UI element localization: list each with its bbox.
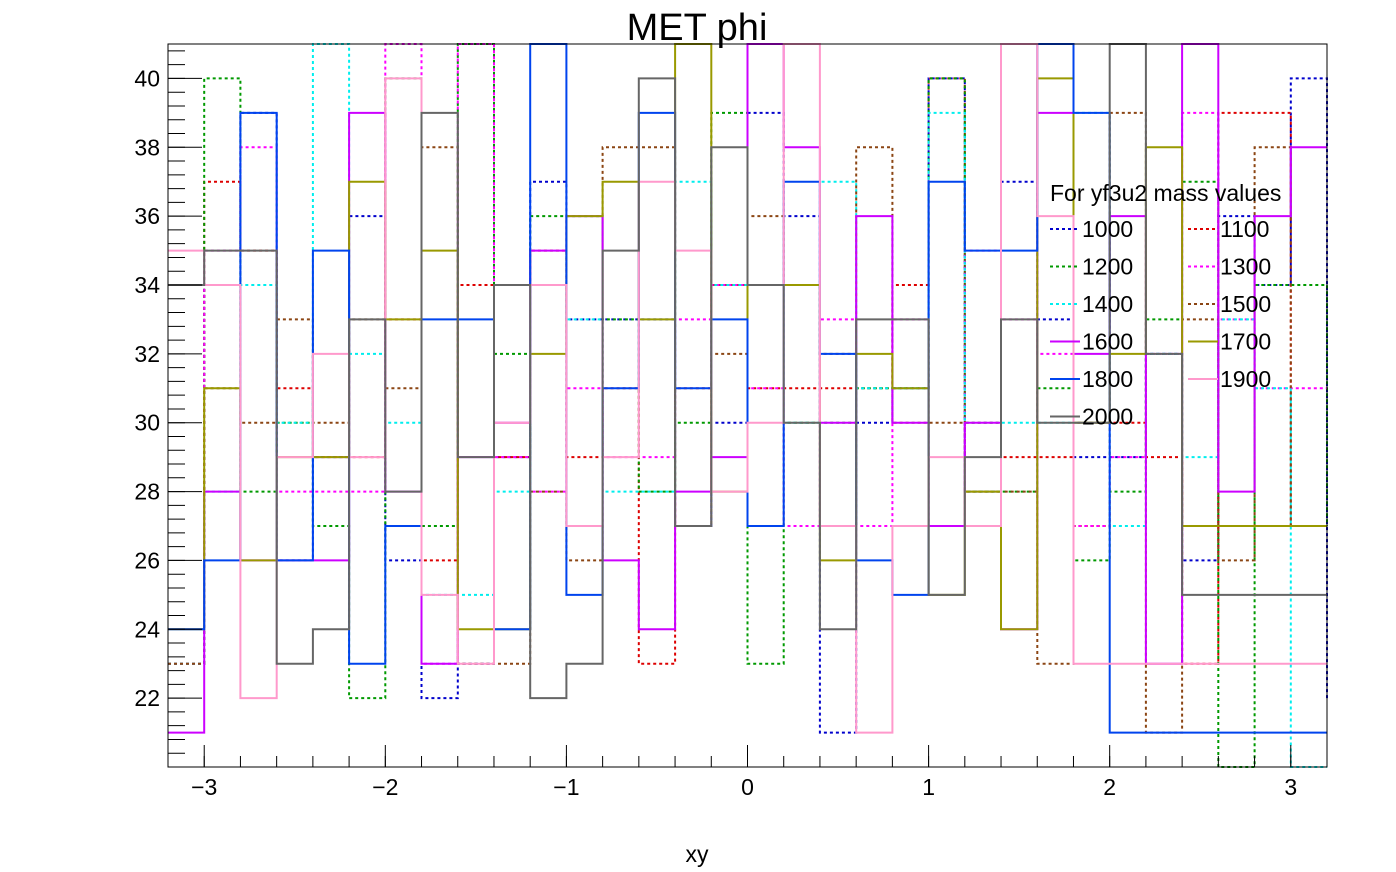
legend-label-1200: 1200 — [1082, 254, 1133, 280]
y-tick-label: 26 — [134, 547, 160, 573]
legend-label-1000: 1000 — [1082, 216, 1133, 242]
legend-label-1700: 1700 — [1220, 329, 1271, 355]
series-layer — [168, 43, 1328, 768]
legend-label-1900: 1900 — [1220, 366, 1271, 392]
x-tick-label: 0 — [741, 774, 754, 800]
x-tick-label: −3 — [191, 774, 217, 800]
chart-title: MET phi — [627, 7, 768, 49]
legend-label-1400: 1400 — [1082, 291, 1133, 317]
legend-label-1800: 1800 — [1082, 366, 1133, 392]
series-line-2000 — [168, 43, 1327, 700]
y-tick-label: 30 — [134, 410, 160, 436]
y-tick-label: 28 — [134, 479, 160, 505]
series-line-1300 — [168, 43, 1327, 665]
y-tick-label: 24 — [134, 616, 160, 642]
y-tick-label: 22 — [134, 685, 160, 711]
x-axis-label: xy — [686, 841, 710, 867]
y-tick-label: 36 — [134, 203, 160, 229]
legend-label-2000: 2000 — [1082, 404, 1133, 430]
x-tick-label: 2 — [1103, 774, 1116, 800]
x-tick-label: 1 — [922, 774, 935, 800]
y-tick-label: 38 — [134, 134, 160, 160]
axis-layer: −3 −2 −1 0 1 2 3 22 24 26 28 30 32 34 36 38 40 — [134, 50, 1328, 800]
x-tick-label: −1 — [553, 774, 579, 800]
y-tick-label: 40 — [134, 65, 160, 91]
x-tick-label: −2 — [372, 774, 398, 800]
legend: For yf3u2 mass values 1000 1100 1200 1300 14… — [1050, 180, 1281, 430]
y-tick-label: 32 — [134, 341, 160, 367]
legend-label-1500: 1500 — [1220, 291, 1271, 317]
legend-label-1600: 1600 — [1082, 329, 1133, 355]
legend-label-1300: 1300 — [1220, 254, 1271, 280]
y-tick-label: 34 — [134, 272, 160, 298]
legend-header: For yf3u2 mass values — [1050, 180, 1281, 206]
x-tick-label: 3 — [1284, 774, 1297, 800]
legend-label-1100: 1100 — [1220, 216, 1269, 242]
